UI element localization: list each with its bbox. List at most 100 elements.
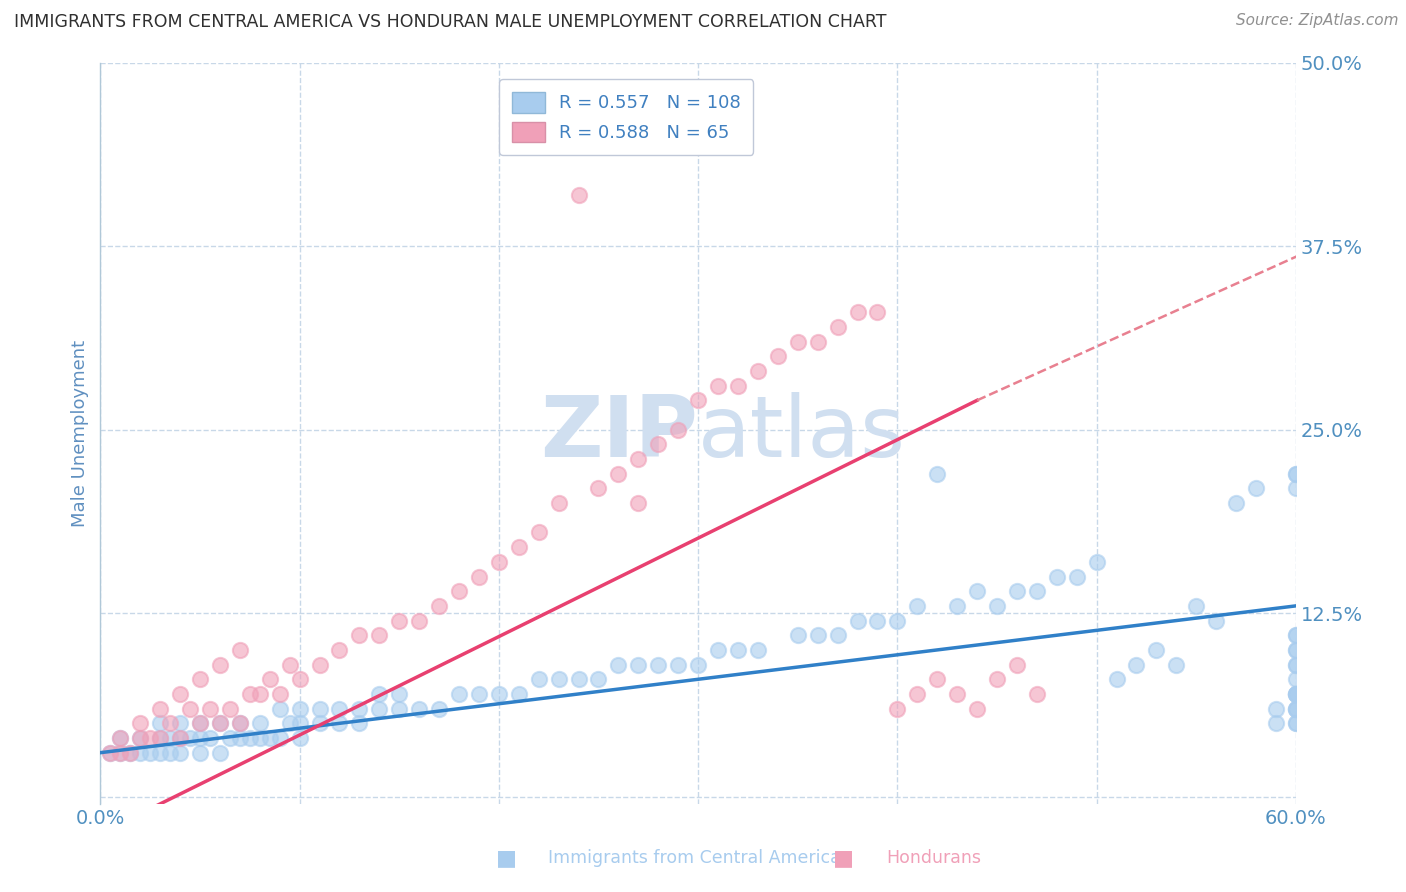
Point [208,716,231,731]
Point [427,599,450,613]
Point [567,187,589,202]
Point [986,673,1008,687]
Point [139,731,162,745]
Point [159,716,181,731]
Point [208,716,231,731]
Point [707,378,730,392]
Point [129,731,152,745]
Point [139,746,162,760]
Point [866,614,889,628]
Point [1025,584,1047,599]
Point [688,393,710,408]
Point [607,467,630,481]
Point [747,364,769,378]
Point [1285,628,1308,642]
Point [807,628,830,642]
Point [1166,657,1188,672]
Point [388,614,411,628]
Point [1265,716,1288,731]
Point [946,599,969,613]
Point [766,349,789,363]
Point [927,673,949,687]
Text: ■: ■ [496,848,516,868]
Point [508,687,530,701]
Point [966,584,988,599]
Point [647,437,669,451]
Text: atlas: atlas [699,392,905,475]
Point [259,673,281,687]
Point [966,701,988,715]
Point [1285,701,1308,715]
Point [249,687,271,701]
Point [288,731,311,745]
Point [1285,673,1308,687]
Point [269,701,291,715]
Point [468,687,491,701]
Point [666,423,689,437]
Point [1125,657,1147,672]
Point [1285,643,1308,657]
Point [647,657,669,672]
Point [110,746,132,760]
Point [129,746,152,760]
Point [1285,482,1308,496]
Point [905,599,928,613]
Point [208,746,231,760]
Point [288,673,311,687]
Point [607,657,630,672]
Point [1285,716,1308,731]
Point [1285,628,1308,642]
Point [547,496,569,510]
Text: IMMIGRANTS FROM CENTRAL AMERICA VS HONDURAN MALE UNEMPLOYMENT CORRELATION CHART: IMMIGRANTS FROM CENTRAL AMERICA VS HONDU… [14,13,887,31]
Point [846,305,869,319]
Point [427,701,450,715]
Point [179,731,201,745]
Point [129,731,152,745]
Point [368,687,391,701]
Point [349,701,371,715]
Point [308,716,330,731]
Point [1285,716,1308,731]
Point [188,716,211,731]
Point [198,701,221,715]
Point [229,731,252,745]
Point [727,643,749,657]
Point [328,701,350,715]
Point [1105,673,1128,687]
Point [269,731,291,745]
Point [846,614,869,628]
Point [328,643,350,657]
Point [328,716,350,731]
Point [1005,584,1028,599]
Point [159,746,181,760]
Point [707,643,730,657]
Point [149,731,172,745]
Point [886,614,908,628]
Point [986,599,1008,613]
Point [110,731,132,745]
Point [120,746,142,760]
Point [198,731,221,745]
Point [1285,467,1308,481]
Point [229,643,252,657]
Point [866,305,889,319]
Point [588,673,610,687]
Point [349,628,371,642]
Point [169,746,191,760]
Point [905,687,928,701]
Point [666,657,689,672]
Point [1005,657,1028,672]
Y-axis label: Male Unemployment: Male Unemployment [72,340,89,527]
Point [786,334,808,349]
Point [1285,701,1308,715]
Legend: R = 0.557   N = 108, R = 0.588   N = 65: R = 0.557 N = 108, R = 0.588 N = 65 [499,79,754,155]
Point [388,687,411,701]
Point [827,628,849,642]
Point [468,569,491,583]
Point [627,496,650,510]
Point [1285,657,1308,672]
Point [1285,687,1308,701]
Point [1285,701,1308,715]
Point [1225,496,1247,510]
Text: Immigrants from Central America: Immigrants from Central America [548,849,841,867]
